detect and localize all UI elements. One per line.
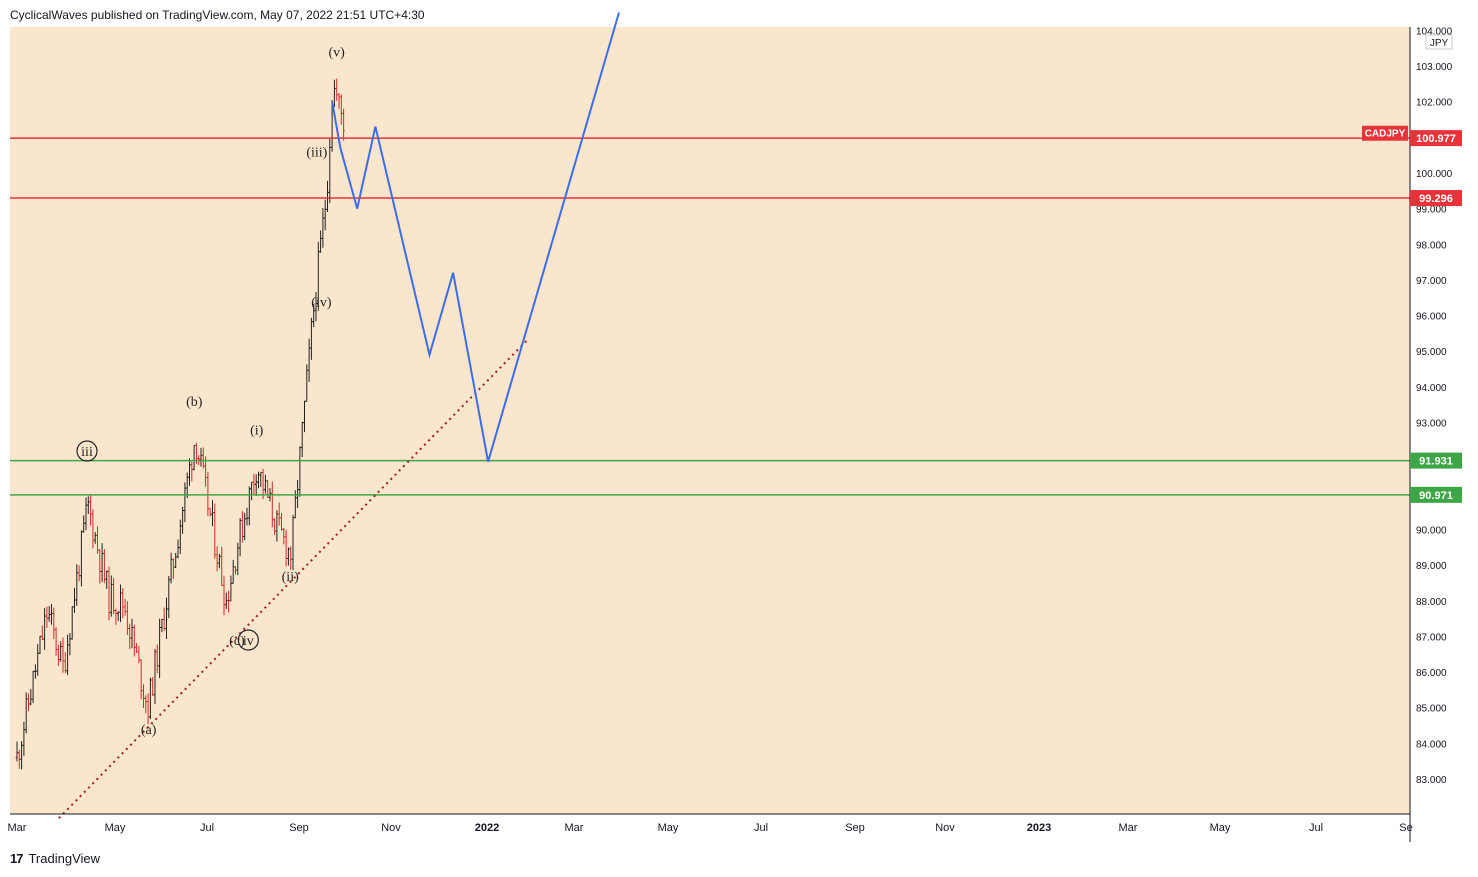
x-tick-label: Mar (1119, 822, 1138, 834)
x-tick-label: Jul (754, 822, 768, 834)
x-tick-label: Jul (1309, 822, 1323, 834)
y-tick-label: 94.000 (1416, 383, 1447, 394)
wave-label: (iv) (311, 295, 332, 310)
y-tick-label: 84.000 (1416, 739, 1447, 750)
x-tick-label: Sep (289, 822, 309, 834)
wave-label: (ii) (282, 570, 299, 585)
price-tags: 100.977 99.296 91.931 90.971 CADJPY (1362, 125, 1462, 503)
price-tag (1410, 452, 1462, 469)
x-tick-label: Se (1399, 822, 1412, 834)
y-tick-label: 86.000 (1416, 668, 1447, 679)
price-tag (1410, 190, 1462, 207)
wave-labels: iii (a) (b) (c)iv (i) (ii) (iii) (iv) (v) (76, 46, 345, 738)
price-tag-label: 91.931 (1419, 456, 1453, 468)
wave-label: (v) (328, 46, 345, 61)
x-tick-label: Jul (200, 822, 214, 834)
y-tick-label: 95.000 (1416, 347, 1447, 358)
x-tick-label: Nov (935, 822, 955, 834)
y-tick-label: 99.000 (1416, 205, 1447, 216)
wave-label: (a) (141, 723, 157, 738)
y-tick-label: 98.000 (1416, 240, 1447, 251)
x-tick-label: May (105, 822, 126, 834)
y-tick-label: 104.000 (1416, 26, 1453, 37)
publisher-caption: CyclicalWaves published on TradingView.c… (10, 8, 425, 22)
y-tick-label: 103.000 (1416, 62, 1453, 73)
axis-unit: JPY (1430, 38, 1449, 49)
wave-label: (i) (250, 424, 264, 439)
candles (15, 78, 345, 770)
symbol-tag-label: CADJPY (1365, 129, 1406, 140)
y-tick-label: 97.000 (1416, 276, 1447, 287)
x-tick-label: Mar (8, 822, 27, 834)
y-tick-label: 100.000 (1416, 169, 1453, 180)
price-tag-label: 99.296 (1419, 193, 1453, 205)
projection-path (331, 12, 620, 462)
x-tick-label: Sep (845, 822, 865, 834)
symbol-tag (1362, 125, 1408, 141)
x-tick-label: 2022 (475, 822, 499, 834)
footer: 17 TradingView (10, 851, 100, 866)
price-tag-label: 90.971 (1419, 490, 1453, 502)
wave-label: (b) (186, 395, 203, 410)
y-tick-label: 83.000 (1416, 775, 1447, 786)
y-tick-label: 90.000 (1416, 525, 1447, 536)
price-axis-panel[interactable] (1410, 27, 1468, 814)
x-tick-label: May (1210, 822, 1231, 834)
x-tick-label: Mar (565, 822, 584, 834)
y-tick-label: 87.000 (1416, 632, 1447, 643)
price-tag (1410, 486, 1462, 503)
price-tag-label: 100.977 (1416, 133, 1456, 145)
wave-label-circle (76, 440, 98, 462)
price-tag (1410, 130, 1462, 147)
wave-label: (iii) (306, 146, 327, 161)
plot-background (10, 27, 1410, 814)
horizontal-lines (10, 137, 1410, 496)
x-tick-label: 2023 (1027, 822, 1051, 834)
x-tick-label: May (658, 822, 679, 834)
x-tick-label: Nov (381, 822, 401, 834)
y-tick-label: 93.000 (1416, 419, 1447, 430)
y-tick-label: 89.000 (1416, 561, 1447, 572)
axis-unit-box (1425, 34, 1453, 50)
tradingview-logo-icon: 17 (10, 851, 24, 866)
wave-label: (c) (229, 634, 245, 649)
y-tick-label: 85.000 (1416, 704, 1447, 715)
y-tick-label: 96.000 (1416, 312, 1447, 323)
y-tick-label: 88.000 (1416, 597, 1447, 608)
y-tick-label: 102.000 (1416, 98, 1453, 109)
time-axis-ticks: Mar May Jul Sep Nov 2022 Mar May Jul Sep Nov 2023 Ma… (8, 822, 1413, 834)
brand-name: TradingView (28, 851, 101, 866)
wave-label: iv (243, 634, 254, 649)
wave-label: iii (81, 445, 93, 460)
wave-label-circle (237, 629, 259, 651)
